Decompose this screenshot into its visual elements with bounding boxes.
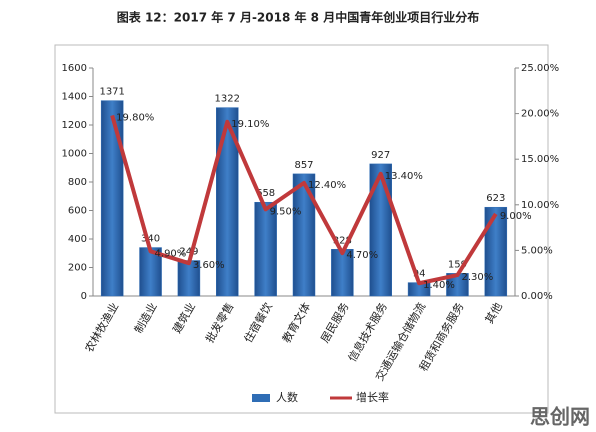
x-tick-label: 信息技术服务 — [345, 300, 390, 364]
line-value-label: 9.50% — [270, 206, 302, 217]
line-value-label: 19.80% — [116, 112, 154, 123]
y2-tick-label: 25.00% — [521, 63, 559, 74]
line-value-label: 3.60% — [193, 260, 225, 271]
line-value-label: 12.40% — [308, 180, 346, 191]
y-tick-label: 800 — [68, 177, 87, 188]
bar-value-label: 159 — [448, 259, 467, 270]
x-tick-label: 居民服务 — [318, 301, 351, 346]
y-tick-label: 1000 — [62, 149, 87, 160]
x-tick-label: 住宿餐饮 — [241, 300, 275, 345]
watermark: 思创网 — [530, 405, 590, 429]
y2-tick-label: 0.00% — [521, 291, 553, 302]
bar-value-label: 340 — [141, 234, 160, 245]
y-tick-label: 200 — [68, 263, 87, 274]
y-tick-label: 600 — [68, 206, 87, 217]
bar-value-label: 927 — [371, 150, 390, 161]
bar-value-label: 249 — [179, 247, 198, 258]
bar-value-label: 857 — [294, 160, 313, 171]
bar-value-label: 623 — [486, 193, 505, 204]
y-tick-label: 1600 — [62, 63, 87, 74]
y-tick-label: 400 — [68, 234, 87, 245]
y-tick-label: 1200 — [62, 120, 87, 131]
x-tick-label: 农林牧渔业 — [82, 300, 122, 355]
growth-line — [110, 114, 498, 286]
y2-tick-label: 20.00% — [521, 109, 559, 120]
x-tick-label: 教育文体 — [279, 300, 313, 345]
bar — [292, 173, 316, 297]
legend-swatch — [252, 394, 270, 402]
bar-value-label: 1371 — [99, 87, 124, 98]
x-tick-label: 其他 — [483, 301, 505, 327]
bar — [369, 163, 392, 297]
legend-label: 人数 — [276, 391, 298, 404]
y2-tick-label: 10.00% — [521, 200, 559, 211]
line-value-label: 4.70% — [346, 250, 378, 261]
y2-tick-label: 15.00% — [521, 154, 559, 165]
line-value-label: 9.00% — [500, 211, 532, 222]
bar-value-label: 1322 — [215, 94, 240, 105]
bar — [216, 107, 239, 297]
y-tick-label: 0 — [81, 291, 87, 302]
bar — [100, 100, 124, 297]
line-value-label: 13.40% — [385, 171, 423, 182]
x-tick-label: 建筑业 — [169, 300, 198, 336]
x-tick-label: 批发零售 — [202, 300, 236, 345]
y2-tick-label: 5.00% — [521, 245, 553, 256]
chart-frame — [54, 44, 549, 414]
y-tick-label: 1400 — [62, 92, 87, 103]
bar — [484, 206, 508, 297]
bar-value-label: 94 — [413, 269, 426, 280]
bar-value-label: 658 — [256, 188, 275, 199]
bar — [254, 201, 277, 297]
line-value-label: 4.90% — [155, 248, 187, 259]
line-value-label: 1.40% — [423, 280, 455, 291]
line-value-label: 2.30% — [461, 272, 493, 283]
chart-title: 图表 12：2017 年 7 月-2018 年 8 月中国青年创业项目行业分布 — [117, 10, 479, 25]
x-tick-label: 制造业 — [131, 300, 160, 336]
legend-label: 增长率 — [356, 390, 389, 404]
line-value-label: 19.10% — [231, 119, 269, 130]
bar-value-label: 328 — [333, 235, 352, 246]
